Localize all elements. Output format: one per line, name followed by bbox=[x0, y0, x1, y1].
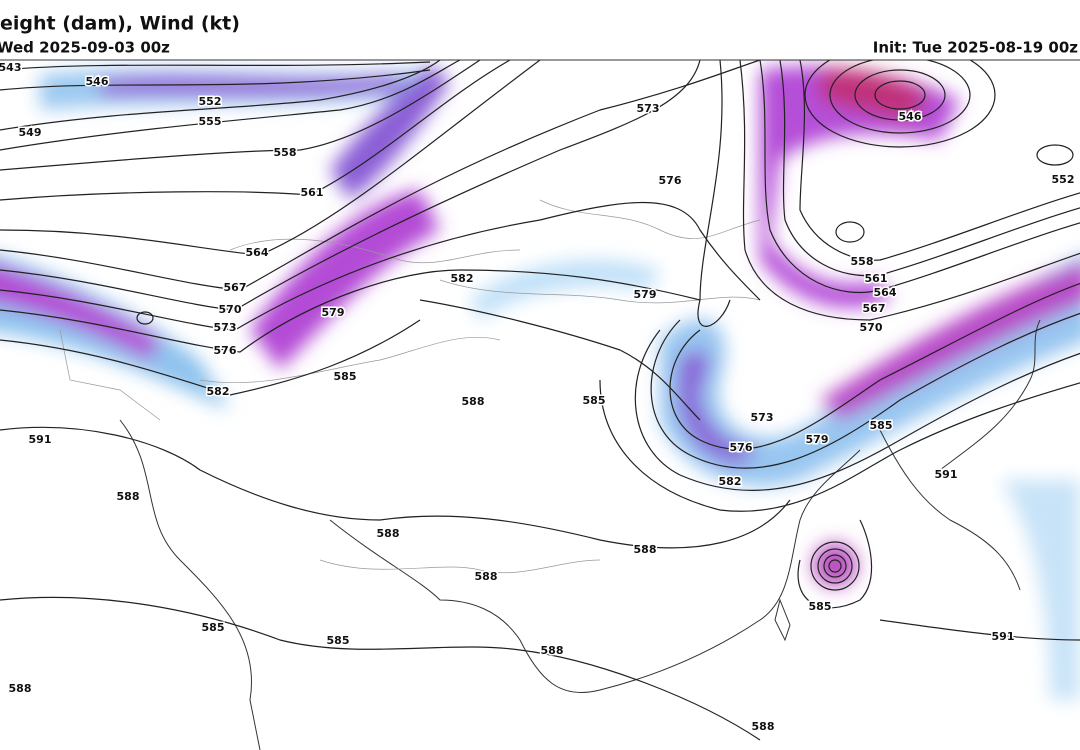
contour-label: 546 bbox=[86, 75, 109, 88]
contour-label: 576 bbox=[659, 174, 682, 187]
contour-label: 582 bbox=[207, 385, 230, 398]
contour-label: 570 bbox=[219, 303, 242, 316]
contour-label: 588 bbox=[752, 720, 775, 733]
contour-label: 567 bbox=[224, 281, 247, 294]
contour-label: 588 bbox=[117, 490, 140, 503]
contour-label: 567 bbox=[863, 302, 886, 315]
contour-label: 585 bbox=[809, 600, 832, 613]
contour-label: 546 bbox=[899, 110, 922, 123]
contour-label: 570 bbox=[860, 321, 883, 334]
contour-label: 552 bbox=[1052, 173, 1075, 186]
contour-label: 555 bbox=[199, 115, 222, 128]
map-area: 5435465495525555585615645675705735765795… bbox=[0, 60, 1080, 750]
contour-label: 549 bbox=[19, 126, 42, 139]
contour-label: 561 bbox=[865, 272, 888, 285]
contour-label: 552 bbox=[199, 95, 222, 108]
contour-label: 558 bbox=[851, 255, 874, 268]
height-contours bbox=[0, 60, 1080, 741]
contour-label: 576 bbox=[214, 344, 237, 357]
init-time: Init: Tue 2025-08-19 00z bbox=[873, 39, 1078, 57]
contour-label: 564 bbox=[246, 246, 269, 259]
contour-label: 582 bbox=[451, 272, 474, 285]
contour-label: 588 bbox=[541, 644, 564, 657]
contour-label: 579 bbox=[322, 306, 345, 319]
contour-label: 579 bbox=[806, 433, 829, 446]
contour-label: 591 bbox=[29, 433, 52, 446]
contour-label: 543 bbox=[0, 61, 21, 74]
contour-label: 579 bbox=[634, 288, 657, 301]
contour-label: 573 bbox=[214, 321, 237, 334]
map-title: eight (dam), Wind (kt) bbox=[0, 13, 240, 35]
contour-label: 576 bbox=[730, 441, 753, 454]
contour-label: 588 bbox=[9, 682, 32, 695]
coastlines-and-borders bbox=[59, 199, 1041, 750]
contour-label: 588 bbox=[634, 543, 657, 556]
contour-label: 588 bbox=[462, 395, 485, 408]
contour-label: 582 bbox=[719, 475, 742, 488]
contour-label: 591 bbox=[935, 468, 958, 481]
contour-label: 573 bbox=[751, 411, 774, 424]
contour-labels: 5435465495525555585615645675705735765795… bbox=[0, 60, 1076, 735]
contour-label: 588 bbox=[377, 527, 400, 540]
contour-label: 585 bbox=[870, 419, 893, 432]
valid-time: Wed 2025-09-03 00z bbox=[0, 39, 170, 57]
contour-label: 561 bbox=[301, 186, 324, 199]
contour-label: 573 bbox=[637, 102, 660, 115]
contour-label: 585 bbox=[202, 621, 225, 634]
contour-label: 585 bbox=[327, 634, 350, 647]
contour-label: 585 bbox=[334, 370, 357, 383]
contour-label: 588 bbox=[475, 570, 498, 583]
contour-label: 591 bbox=[992, 630, 1015, 643]
contour-label: 585 bbox=[583, 394, 606, 407]
contour-label: 564 bbox=[874, 286, 897, 299]
header-bar bbox=[0, 0, 1080, 60]
contour-label: 558 bbox=[274, 146, 297, 159]
